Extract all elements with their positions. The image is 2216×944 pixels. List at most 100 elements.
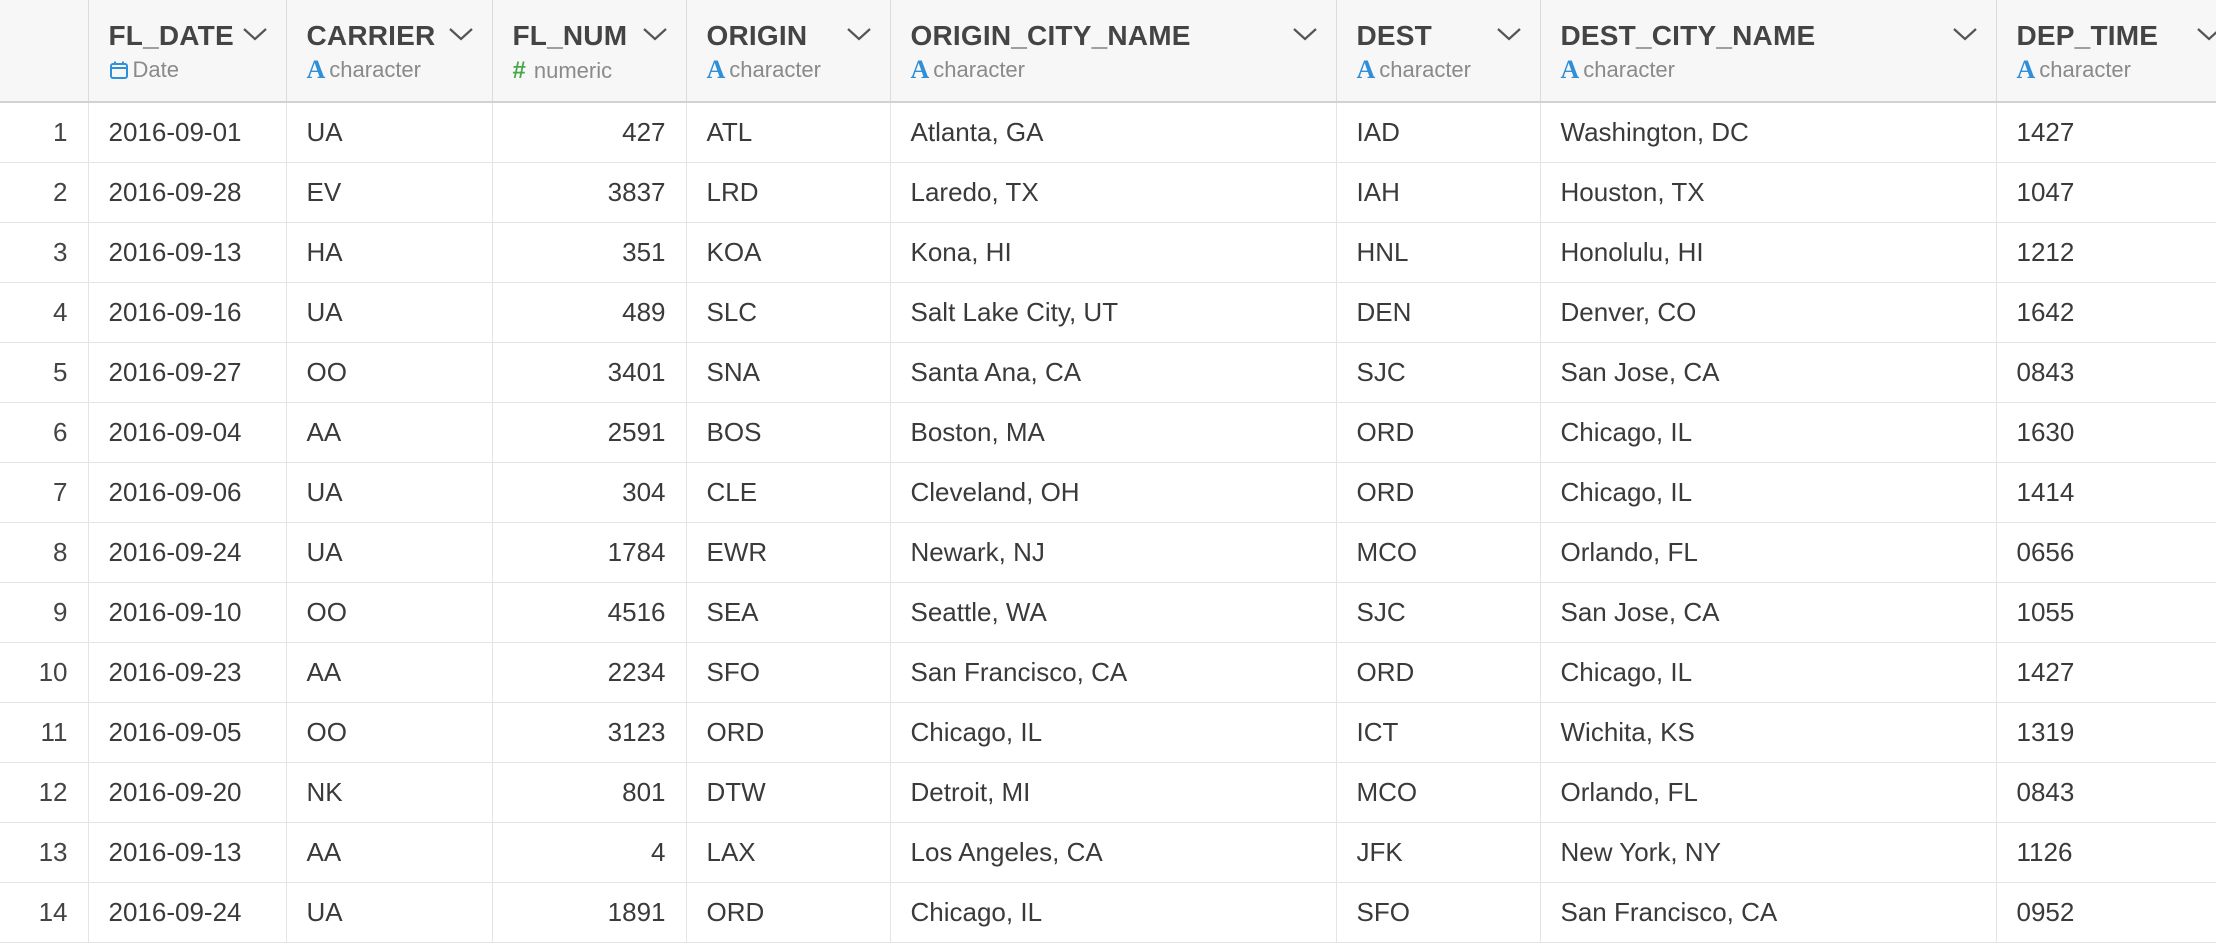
cell-dest[interactable]: ORD xyxy=(1336,462,1541,523)
cell-origin-city-name[interactable]: San Francisco, CA xyxy=(890,642,1337,703)
cell-carrier[interactable]: UA xyxy=(286,462,493,523)
table-row[interactable]: 8 2016-09-24 UA 1784 EWR Newark, NJ MCO Orlando… xyxy=(0,522,2216,583)
cell-carrier[interactable]: AA xyxy=(286,822,493,883)
cell-carrier[interactable]: AA xyxy=(286,642,493,703)
cell-dest[interactable]: IAH xyxy=(1336,162,1541,223)
cell-dep-time[interactable]: 1414 xyxy=(1996,462,2216,523)
chevron-down-icon[interactable] xyxy=(2196,26,2216,42)
cell-dest-city-name[interactable]: Wichita, KS xyxy=(1540,702,1997,763)
cell-carrier[interactable]: EV xyxy=(286,162,493,223)
cell-carrier[interactable]: OO xyxy=(286,342,493,403)
cell-fl-num[interactable]: 1784 xyxy=(492,522,687,583)
cell-dest[interactable]: DEN xyxy=(1336,282,1541,343)
cell-fl-date[interactable]: 2016-09-20 xyxy=(88,762,287,823)
cell-fl-num[interactable]: 4516 xyxy=(492,582,687,643)
table-row[interactable]: 5 2016-09-27 OO 3401 SNA Santa Ana, CA SJC San … xyxy=(0,342,2216,403)
cell-fl-date[interactable]: 2016-09-10 xyxy=(88,582,287,643)
cell-dep-time[interactable]: 1427 xyxy=(1996,642,2216,703)
cell-dest-city-name[interactable]: Honolulu, HI xyxy=(1540,222,1997,283)
cell-fl-date[interactable]: 2016-09-01 xyxy=(88,102,287,163)
cell-origin[interactable]: ATL xyxy=(686,102,891,163)
cell-dest[interactable]: ORD xyxy=(1336,642,1541,703)
cell-origin[interactable]: DTW xyxy=(686,762,891,823)
column-header-dest-city-name[interactable]: DEST_CITY_NAME A character xyxy=(1540,0,1997,103)
cell-dest-city-name[interactable]: San Jose, CA xyxy=(1540,342,1997,403)
cell-fl-num[interactable]: 4 xyxy=(492,822,687,883)
table-row[interactable]: 7 2016-09-06 UA 304 CLE Cleveland, OH ORD Chica… xyxy=(0,462,2216,523)
cell-dest-city-name[interactable]: Houston, TX xyxy=(1540,162,1997,223)
cell-origin-city-name[interactable]: Chicago, IL xyxy=(890,702,1337,763)
cell-dest-city-name[interactable]: Chicago, IL xyxy=(1540,402,1997,463)
cell-origin-city-name[interactable]: Los Angeles, CA xyxy=(890,822,1337,883)
cell-origin[interactable]: KOA xyxy=(686,222,891,283)
cell-fl-date[interactable]: 2016-09-13 xyxy=(88,822,287,883)
cell-origin[interactable]: CLE xyxy=(686,462,891,523)
cell-fl-date[interactable]: 2016-09-05 xyxy=(88,702,287,763)
chevron-down-icon[interactable] xyxy=(1292,26,1318,42)
cell-dest-city-name[interactable]: Chicago, IL xyxy=(1540,642,1997,703)
cell-dest-city-name[interactable]: Chicago, IL xyxy=(1540,462,1997,523)
cell-fl-num[interactable]: 3837 xyxy=(492,162,687,223)
cell-dep-time[interactable]: 1212 xyxy=(1996,222,2216,283)
chevron-down-icon[interactable] xyxy=(242,26,268,42)
column-header-origin-city-name[interactable]: ORIGIN_CITY_NAME A character xyxy=(890,0,1337,103)
chevron-down-icon[interactable] xyxy=(1952,26,1978,42)
chevron-down-icon[interactable] xyxy=(1496,26,1522,42)
cell-origin[interactable]: SNA xyxy=(686,342,891,403)
cell-dest[interactable]: HNL xyxy=(1336,222,1541,283)
table-row[interactable]: 13 2016-09-13 AA 4 LAX Los Angeles, CA JFK New … xyxy=(0,822,2216,883)
cell-origin[interactable]: SLC xyxy=(686,282,891,343)
cell-origin-city-name[interactable]: Atlanta, GA xyxy=(890,102,1337,163)
column-header-dest[interactable]: DEST A character xyxy=(1336,0,1541,103)
cell-carrier[interactable]: UA xyxy=(286,882,493,943)
table-row[interactable]: 10 2016-09-23 AA 2234 SFO San Francisco, CA OR… xyxy=(0,642,2216,703)
cell-fl-date[interactable]: 2016-09-28 xyxy=(88,162,287,223)
cell-dest-city-name[interactable]: San Francisco, CA xyxy=(1540,882,1997,943)
cell-fl-date[interactable]: 2016-09-13 xyxy=(88,222,287,283)
column-header-dep-time[interactable]: DEP_TIME A character xyxy=(1996,0,2216,103)
cell-fl-date[interactable]: 2016-09-16 xyxy=(88,282,287,343)
cell-dest-city-name[interactable]: Orlando, FL xyxy=(1540,762,1997,823)
cell-fl-num[interactable]: 427 xyxy=(492,102,687,163)
cell-dest-city-name[interactable]: Washington, DC xyxy=(1540,102,1997,163)
cell-dep-time[interactable]: 1630 xyxy=(1996,402,2216,463)
chevron-down-icon[interactable] xyxy=(448,26,474,42)
cell-dest[interactable]: SJC xyxy=(1336,582,1541,643)
column-header-carrier[interactable]: CARRIER A character xyxy=(286,0,493,103)
cell-fl-num[interactable]: 304 xyxy=(492,462,687,523)
cell-dest[interactable]: SFO xyxy=(1336,882,1541,943)
cell-fl-num[interactable]: 489 xyxy=(492,282,687,343)
cell-origin[interactable]: ORD xyxy=(686,702,891,763)
cell-dest[interactable]: IAD xyxy=(1336,102,1541,163)
cell-dep-time[interactable]: 1427 xyxy=(1996,102,2216,163)
cell-dest[interactable]: MCO xyxy=(1336,522,1541,583)
cell-fl-date[interactable]: 2016-09-06 xyxy=(88,462,287,523)
cell-dest-city-name[interactable]: San Jose, CA xyxy=(1540,582,1997,643)
chevron-down-icon[interactable] xyxy=(846,26,872,42)
cell-fl-num[interactable]: 1891 xyxy=(492,882,687,943)
cell-origin[interactable]: LAX xyxy=(686,822,891,883)
cell-carrier[interactable]: AA xyxy=(286,402,493,463)
cell-carrier[interactable]: UA xyxy=(286,522,493,583)
cell-dep-time[interactable]: 1126 xyxy=(1996,822,2216,883)
cell-origin-city-name[interactable]: Cleveland, OH xyxy=(890,462,1337,523)
cell-fl-num[interactable]: 2234 xyxy=(492,642,687,703)
cell-fl-date[interactable]: 2016-09-27 xyxy=(88,342,287,403)
cell-carrier[interactable]: OO xyxy=(286,702,493,763)
cell-origin-city-name[interactable]: Seattle, WA xyxy=(890,582,1337,643)
cell-origin[interactable]: BOS xyxy=(686,402,891,463)
cell-carrier[interactable]: OO xyxy=(286,582,493,643)
cell-dest-city-name[interactable]: Denver, CO xyxy=(1540,282,1997,343)
table-row[interactable]: 11 2016-09-05 OO 3123 ORD Chicago, IL ICT Wichi… xyxy=(0,702,2216,763)
cell-fl-date[interactable]: 2016-09-23 xyxy=(88,642,287,703)
cell-dep-time[interactable]: 1642 xyxy=(1996,282,2216,343)
cell-origin-city-name[interactable]: Chicago, IL xyxy=(890,882,1337,943)
cell-dep-time[interactable]: 1319 xyxy=(1996,702,2216,763)
cell-carrier[interactable]: UA xyxy=(286,102,493,163)
cell-fl-num[interactable]: 351 xyxy=(492,222,687,283)
cell-origin[interactable]: ORD xyxy=(686,882,891,943)
table-row[interactable]: 4 2016-09-16 UA 489 SLC Salt Lake City, UT DEN… xyxy=(0,282,2216,343)
cell-carrier[interactable]: HA xyxy=(286,222,493,283)
table-row[interactable]: 12 2016-09-20 NK 801 DTW Detroit, MI MCO Orland… xyxy=(0,762,2216,823)
cell-dest[interactable]: SJC xyxy=(1336,342,1541,403)
